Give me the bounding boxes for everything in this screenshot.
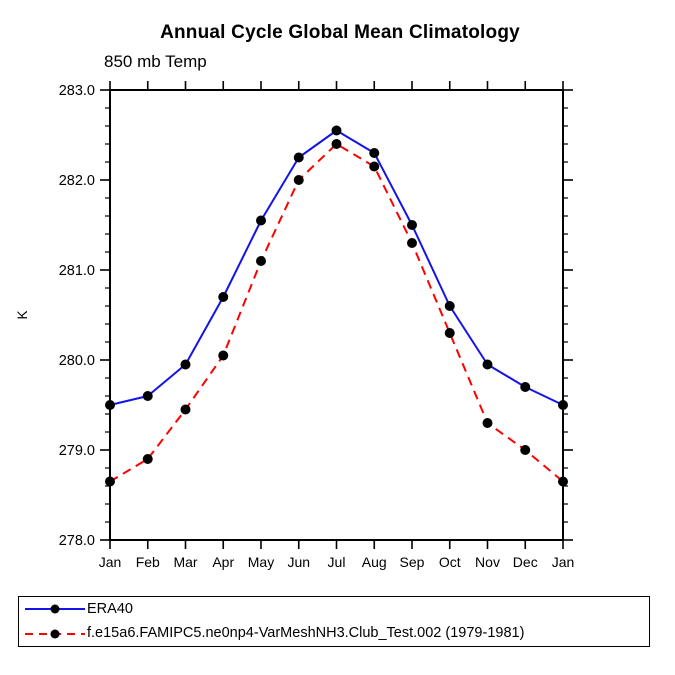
data-point-era40 <box>444 301 455 311</box>
data-point-model <box>105 476 115 487</box>
x-tick-label: Mar <box>173 554 197 570</box>
legend-label-model: f.e15a6.FAMIPC5.ne0np4-VarMeshNH3.Club_T… <box>87 625 525 642</box>
legend-item-model: f.e15a6.FAMIPC5.ne0np4-VarMeshNH3.Club_T… <box>23 622 649 646</box>
chart-title: Annual Cycle Global Mean Climatology <box>160 22 520 43</box>
legend-box: ERA40 f.e15a6.FAMIPC5.ne0np4-VarMeshNH3.… <box>18 596 650 647</box>
series-line-model <box>109 143 564 483</box>
data-point-model <box>369 161 380 172</box>
data-point-model <box>520 445 531 455</box>
data-point-model <box>331 139 342 149</box>
y-axis-label: K <box>15 310 30 319</box>
plot-frame <box>109 89 564 541</box>
data-point-era40 <box>558 400 568 410</box>
chart-subtitle: 850 mb Temp <box>104 52 207 71</box>
y-tick-label: 282.0 <box>59 173 95 189</box>
data-point-model <box>218 350 229 361</box>
x-tick-label: Jan <box>552 554 575 570</box>
x-tick-label: Jul <box>328 554 346 570</box>
model-line-key <box>25 629 85 639</box>
era40-key-marker-icon <box>50 604 60 614</box>
data-point-era40 <box>105 400 115 410</box>
x-tick-label: May <box>248 554 274 570</box>
legend-label-era40: ERA40 <box>87 601 133 618</box>
data-point-era40 <box>142 391 153 401</box>
legend-item-era40: ERA40 <box>23 597 649 621</box>
plot-area: Jan Feb Mar Apr May Jun Jul Aug Sep Oct Nov Dec Jan2… <box>15 81 575 570</box>
x-tick-label: Dec <box>513 554 538 570</box>
data-point-era40 <box>369 148 380 158</box>
series-line-era40 <box>109 129 564 406</box>
data-point-model <box>142 454 153 464</box>
data-point-era40 <box>218 292 229 302</box>
y-tick-label: 280.0 <box>59 353 95 369</box>
y-tick-label: 283.0 <box>59 83 95 99</box>
y-tick-label: 279.0 <box>59 443 95 459</box>
data-point-era40 <box>256 215 266 226</box>
data-point-era40 <box>407 220 417 230</box>
x-tick-label: Oct <box>439 554 461 570</box>
data-point-era40 <box>180 359 191 370</box>
x-tick-label: Jun <box>287 554 310 570</box>
y-tick-label: 281.0 <box>59 263 95 279</box>
data-point-model <box>482 418 493 428</box>
x-tick-label: Apr <box>212 554 234 570</box>
data-point-model <box>293 175 304 185</box>
data-point-era40 <box>482 359 493 370</box>
data-point-era40 <box>293 152 304 163</box>
x-tick-label: Sep <box>400 554 425 570</box>
model-key-marker-icon <box>50 629 60 639</box>
data-point-model <box>180 404 191 415</box>
x-tick-label: Feb <box>136 554 160 570</box>
x-tick-label: Jan <box>99 554 122 570</box>
data-point-era40 <box>331 125 342 136</box>
data-point-model <box>407 238 417 248</box>
data-point-model <box>256 256 266 266</box>
data-point-model <box>444 328 455 338</box>
x-tick-label: Nov <box>475 554 500 570</box>
y-tick-label: 278.0 <box>59 533 95 549</box>
era40-line-key <box>25 604 85 614</box>
data-point-era40 <box>520 382 531 392</box>
data-point-model <box>558 476 568 487</box>
x-tick-label: Aug <box>362 554 387 570</box>
